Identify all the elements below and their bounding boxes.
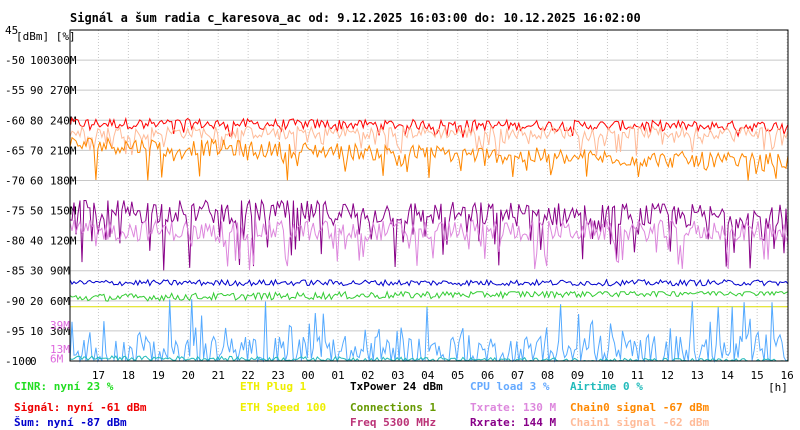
y-tick-pct: 80 — [30, 114, 43, 127]
x-tick-label: 18 — [122, 369, 135, 382]
y-tick-rate: 210M — [50, 144, 77, 157]
y-tick-dbm: -50 — [5, 54, 25, 67]
y-tick-dbm: -90 — [5, 295, 25, 308]
x-tick-label: 14 — [721, 369, 735, 382]
x-unit: [h] — [768, 381, 788, 394]
legend-item: Freq 5300 MHz — [350, 416, 436, 429]
y-tick-dbm: 45 — [5, 24, 18, 37]
y-tick-pct: 0 — [30, 355, 37, 368]
y-tick-pct: 30 — [30, 265, 43, 278]
series-line-chain0-signal — [69, 136, 789, 181]
legend-item: ETH Plug 1 — [240, 380, 307, 393]
y-tick-pct: 70 — [30, 144, 43, 157]
y-tick-rate: 90M — [50, 265, 70, 278]
x-tick-label: 13 — [691, 369, 704, 382]
series-line-txrate — [69, 218, 789, 271]
x-tick-label: 21 — [212, 369, 225, 382]
series-line-sign-l — [69, 116, 789, 138]
series-line-rxrate — [69, 198, 789, 271]
y-tick-dbm: -100 — [5, 355, 32, 368]
legend-item: Txrate: 130 M — [470, 401, 556, 414]
legend-item: Chain0 signal -67 dBm — [570, 401, 709, 414]
y-tick-rate: 240M — [50, 114, 77, 127]
x-tick-label: 10 — [601, 369, 614, 382]
y-tick-rate: 60M — [50, 295, 70, 308]
x-tick-label: 01 — [331, 369, 344, 382]
x-tick-label: 15 — [751, 369, 764, 382]
x-tick-label: 20 — [182, 369, 195, 382]
x-tick-label: 04 — [421, 369, 435, 382]
y-tick-dbm: -70 — [5, 174, 25, 187]
y-extra-label: 39M — [50, 319, 70, 332]
legend-item: Rxrate: 144 M — [470, 416, 556, 429]
x-tick-label: 05 — [451, 369, 464, 382]
y-tick-dbm: -55 — [5, 84, 25, 97]
legend-item: Airtime 0 % — [570, 380, 643, 393]
y-tick-pct: 50 — [30, 205, 43, 218]
y-tick-rate: 120M — [50, 235, 77, 248]
x-tick-label: 09 — [571, 369, 584, 382]
y-tick-dbm: -75 — [5, 205, 25, 218]
y-tick-dbm: -95 — [5, 325, 25, 338]
x-tick-label: 12 — [661, 369, 674, 382]
x-tick-label: 02 — [361, 369, 374, 382]
legend-item: Signál: nyní -61 dBm — [14, 401, 147, 414]
y-tick-dbm: -80 — [5, 235, 25, 248]
x-tick-label: 11 — [631, 369, 644, 382]
x-tick-label: 19 — [152, 369, 165, 382]
x-tick-label: 03 — [391, 369, 404, 382]
y-tick-rate: 300M — [50, 54, 77, 67]
legend-item: Šum: nyní -87 dBm — [14, 416, 127, 429]
x-tick-label: 23 — [271, 369, 284, 382]
y-tick-pct: 40 — [30, 235, 43, 248]
x-tick-label: 08 — [541, 369, 554, 382]
y-extra-label: 6M — [50, 353, 64, 366]
x-tick-label: 07 — [511, 369, 524, 382]
x-tick-label: 16 — [780, 369, 793, 382]
series-line-cinr — [69, 290, 789, 302]
chart-title: Signál a šum radia c_karesova_ac od: 9.1… — [70, 11, 641, 26]
x-tick-label: 22 — [242, 369, 255, 382]
x-tick-label: 17 — [92, 369, 105, 382]
x-tick-label: 06 — [481, 369, 494, 382]
legend-item: ETH Speed 100 — [240, 401, 326, 414]
legend-item: Connections 1 — [350, 401, 436, 414]
y-tick-dbm: -85 — [5, 265, 25, 278]
series-line-chain1-signal — [69, 124, 789, 157]
plot-area — [70, 30, 788, 361]
y-tick-dbm: -65 — [5, 144, 25, 157]
y-tick-pct: 90 — [30, 84, 43, 97]
legend-item: CINR: nyní 23 % — [14, 380, 114, 393]
y-tick-rate: 270M — [50, 84, 77, 97]
y-units: [dBm] [%] — [16, 30, 76, 43]
y-tick-rate: 180M — [50, 174, 77, 187]
legend-item: Chain1 signal -62 dBm — [570, 416, 709, 429]
y-tick-pct: 20 — [30, 295, 43, 308]
y-tick-dbm: -60 — [5, 114, 25, 127]
y-extra-label: 13M — [50, 343, 70, 356]
y-tick-pct: 100 — [30, 54, 50, 67]
series-line--um — [69, 278, 789, 288]
legend-item: CPU load 3 % — [470, 380, 550, 393]
legend-item: TxPower 24 dBm — [350, 380, 443, 393]
plot-frame — [69, 29, 789, 362]
x-tick-label: 00 — [301, 369, 314, 382]
y-tick-pct: 60 — [30, 174, 43, 187]
y-tick-pct: 10 — [30, 325, 43, 338]
y-tick-rate: 30M — [50, 325, 70, 338]
